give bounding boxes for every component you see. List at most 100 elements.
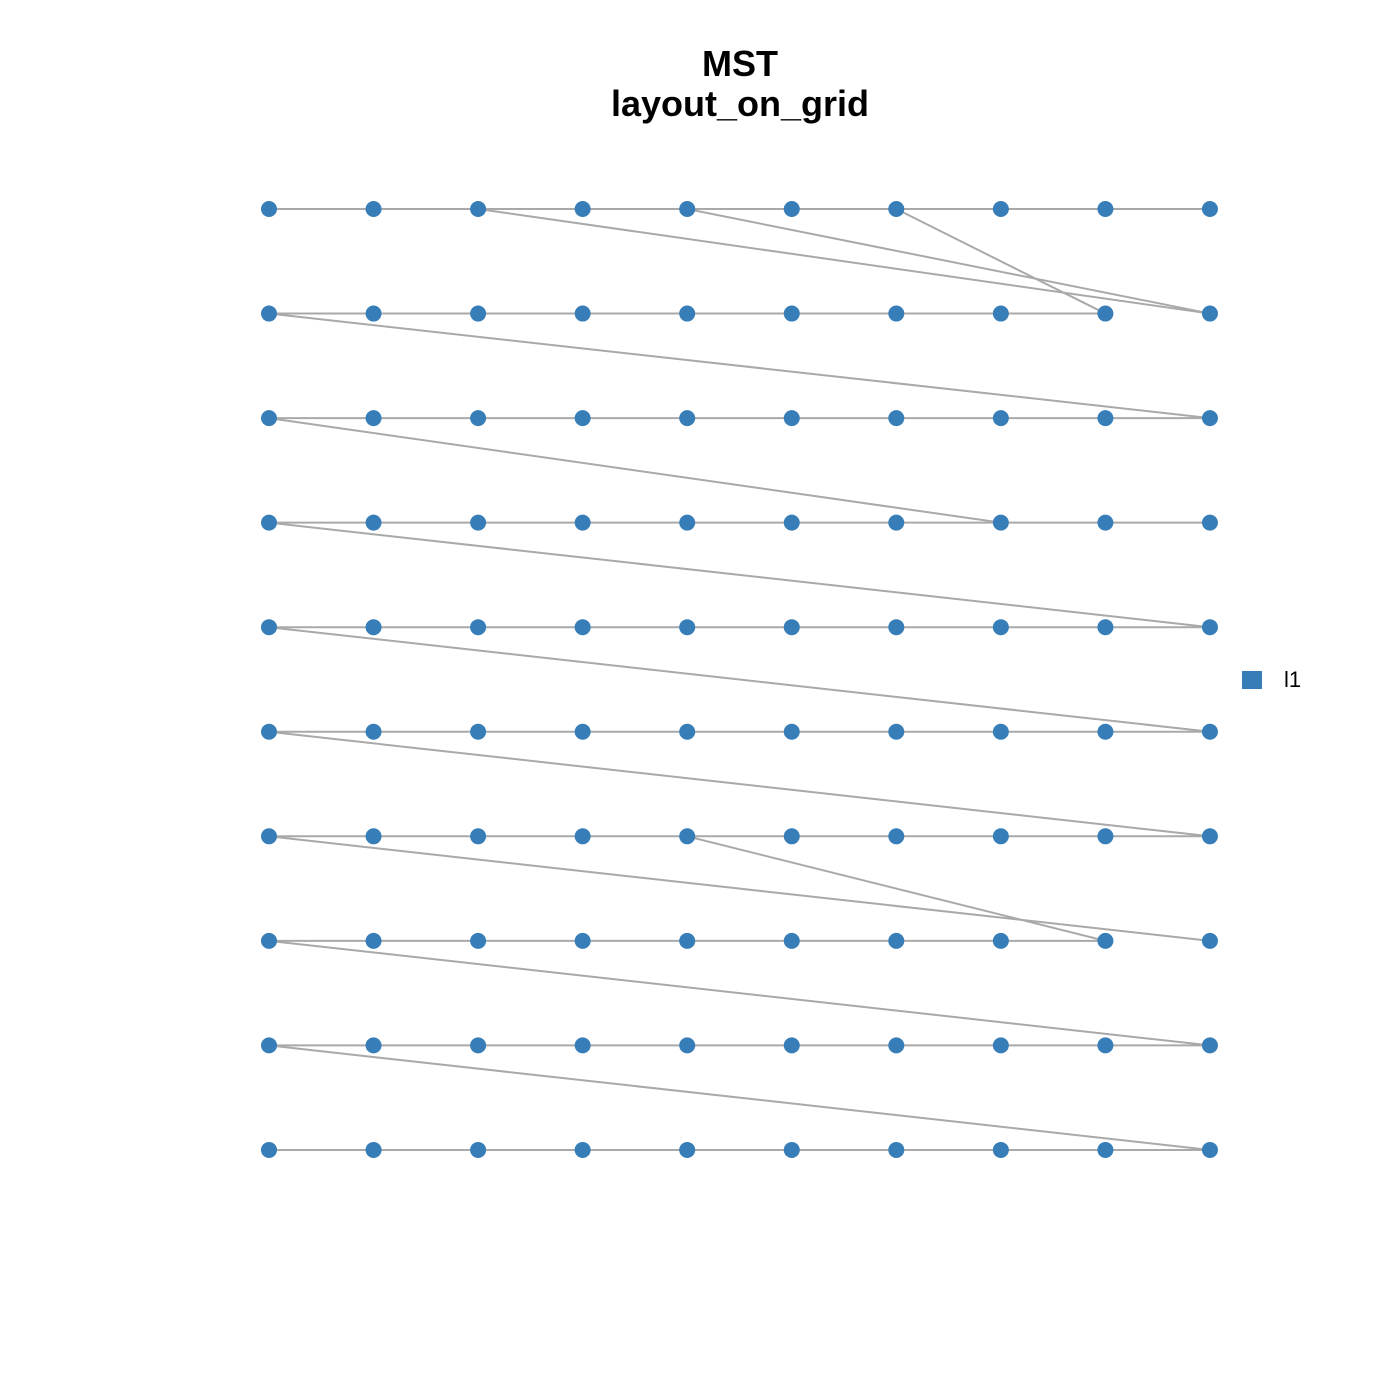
- node: [470, 410, 487, 427]
- node: [365, 1037, 382, 1054]
- node: [888, 723, 905, 740]
- edge: [268, 835, 1211, 942]
- node: [1201, 201, 1218, 217]
- node: [888, 305, 905, 322]
- node: [1201, 619, 1218, 636]
- node: [783, 514, 800, 531]
- node: [470, 1141, 487, 1158]
- node: [1097, 410, 1114, 427]
- node: [470, 723, 487, 740]
- edge: [268, 312, 1211, 420]
- node: [261, 723, 277, 740]
- node: [1201, 514, 1218, 531]
- node: [574, 932, 591, 949]
- edge: [268, 730, 1211, 838]
- node: [1201, 1037, 1218, 1054]
- node: [1097, 1141, 1114, 1158]
- node: [679, 514, 696, 531]
- node: [888, 514, 905, 531]
- node: [888, 201, 905, 217]
- title-line: layout_on_grid: [611, 83, 869, 124]
- edge: [686, 835, 1106, 942]
- node: [783, 723, 800, 740]
- edges: [268, 208, 1211, 1151]
- node: [783, 201, 800, 217]
- edge: [268, 626, 1211, 733]
- node: [783, 1141, 800, 1158]
- node: [679, 828, 696, 845]
- node: [783, 932, 800, 949]
- node: [992, 828, 1009, 845]
- node: [783, 828, 800, 845]
- node: [470, 1037, 487, 1054]
- node: [1097, 201, 1114, 217]
- node: [261, 1141, 277, 1158]
- node: [992, 410, 1009, 427]
- node: [1097, 723, 1114, 740]
- node: [470, 305, 487, 322]
- node: [888, 410, 905, 427]
- node: [365, 514, 382, 531]
- node: [365, 932, 382, 949]
- node: [261, 514, 277, 531]
- node: [261, 201, 277, 217]
- node: [574, 201, 591, 217]
- node: [1201, 305, 1218, 322]
- node: [992, 1141, 1009, 1158]
- node: [365, 828, 382, 845]
- node: [992, 514, 1009, 531]
- node: [261, 1037, 277, 1054]
- node: [1097, 619, 1114, 636]
- edge: [687, 208, 1211, 315]
- node: [1201, 828, 1218, 845]
- edge: [268, 417, 1001, 524]
- nodes: [261, 201, 1218, 1158]
- edge: [895, 208, 1106, 315]
- legend-label: l1: [1284, 667, 1301, 692]
- node: [1201, 723, 1218, 740]
- node: [992, 619, 1009, 636]
- node: [261, 410, 277, 427]
- node: [470, 619, 487, 636]
- node: [679, 932, 696, 949]
- node: [1201, 410, 1218, 427]
- node: [1097, 932, 1114, 949]
- node: [365, 619, 382, 636]
- node: [679, 1037, 696, 1054]
- node: [679, 305, 696, 322]
- node: [992, 305, 1009, 322]
- node: [992, 723, 1009, 740]
- node: [574, 514, 591, 531]
- node: [992, 1037, 1009, 1054]
- node: [1201, 1141, 1218, 1158]
- node: [1097, 305, 1114, 322]
- node: [574, 619, 591, 636]
- node: [574, 828, 591, 845]
- edge: [268, 1044, 1211, 1151]
- node: [679, 410, 696, 427]
- node: [679, 1141, 696, 1158]
- node: [1201, 932, 1218, 949]
- node: [470, 201, 487, 217]
- node: [574, 410, 591, 427]
- node: [365, 723, 382, 740]
- node: [470, 828, 487, 845]
- node: [783, 1037, 800, 1054]
- node: [261, 932, 277, 949]
- node: [261, 305, 277, 322]
- node: [888, 619, 905, 636]
- node: [783, 305, 800, 322]
- node: [261, 828, 277, 845]
- node: [261, 619, 277, 636]
- node: [574, 1037, 591, 1054]
- node: [679, 619, 696, 636]
- node: [574, 723, 591, 740]
- edge: [477, 208, 1211, 315]
- edge: [268, 521, 1211, 629]
- node: [365, 1141, 382, 1158]
- node: [1097, 1037, 1114, 1054]
- node: [783, 410, 800, 427]
- node: [888, 932, 905, 949]
- node: [888, 1037, 905, 1054]
